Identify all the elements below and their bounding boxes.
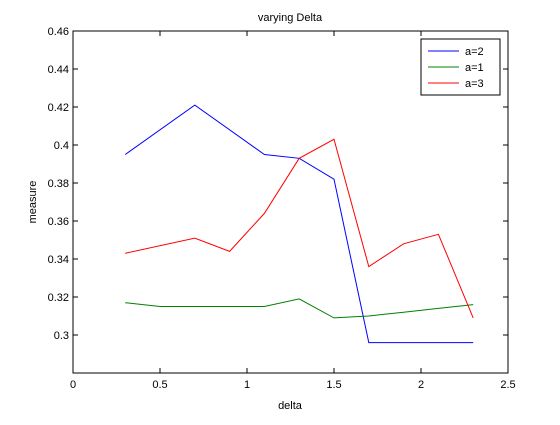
x-tick-label: 2 — [418, 379, 424, 391]
x-axis-label: delta — [278, 400, 303, 412]
legend-label: a=2 — [465, 46, 484, 58]
series-layer — [124, 104, 474, 344]
y-tick-label: 0.3 — [54, 330, 69, 342]
y-axis-label: measure — [27, 181, 39, 224]
chart-title: varying Delta — [258, 12, 323, 24]
series-line-3 — [125, 138, 474, 319]
legend-label: a=1 — [465, 62, 484, 74]
x-tick-label: 0.5 — [152, 379, 167, 391]
x-tick-label: 1 — [244, 379, 250, 391]
y-tick-label: 0.36 — [48, 216, 69, 228]
y-tick-label: 0.46 — [48, 26, 69, 38]
legend: a=2 a=1 a=3 — [420, 38, 501, 96]
plot-frame — [72, 30, 509, 374]
y-tick-label: 0.4 — [54, 140, 69, 152]
x-tick-label: 2.5 — [500, 379, 515, 391]
y-tick-label: 0.44 — [48, 64, 69, 76]
y-tick-label: 0.34 — [48, 254, 69, 266]
x-tick-label: 1.5 — [326, 379, 341, 391]
y-tick-label: 0.38 — [48, 178, 69, 190]
y-tick-label: 0.42 — [48, 102, 69, 114]
legend-label: a=3 — [465, 78, 484, 90]
ticks-layer: 0 0.5 1 1.5 2 2.5 0.3 0.32 0.34 0.36 0.38 0.4 0.42 0.… — [48, 26, 516, 391]
y-tick-label: 0.32 — [48, 292, 69, 304]
x-tick-label: 0 — [70, 379, 76, 391]
series-line-2 — [125, 298, 474, 319]
